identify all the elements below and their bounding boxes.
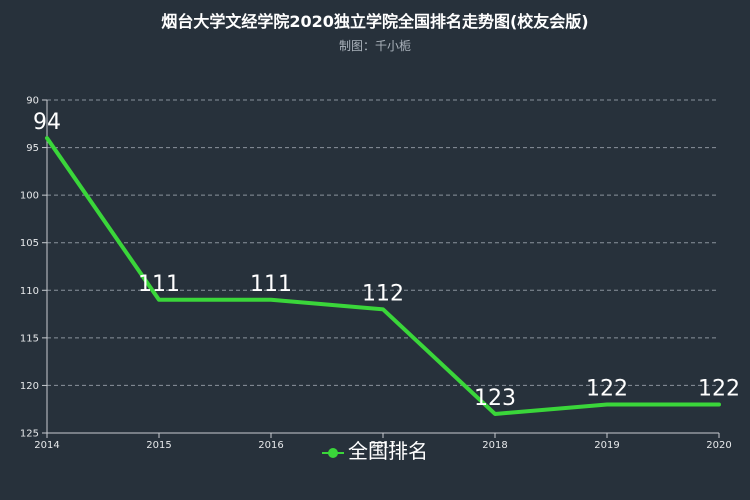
legend-label: 全国排名	[348, 439, 428, 463]
x-tick-label: 2018	[482, 440, 507, 451]
series-line-layer	[45, 136, 721, 416]
y-tick-label: 100	[20, 191, 39, 202]
legend[interactable]: 全国排名	[0, 438, 750, 464]
y-tick-label: 110	[20, 286, 39, 297]
x-tick-label: 2020	[706, 440, 731, 451]
legend-marker-icon	[322, 447, 344, 459]
y-tick-label: 120	[20, 381, 39, 392]
chart-title: 烟台大学文经学院2020独立学院全国排名走势图(校友会版)	[161, 12, 589, 31]
y-tick-label: 90	[26, 96, 39, 107]
data-label: 123	[474, 386, 516, 411]
x-tick-label: 2014	[34, 440, 59, 451]
x-tick-label: 2017	[370, 440, 395, 451]
chart-subtitle: 制图：千小栀	[338, 39, 411, 53]
y-tick-label: 95	[26, 143, 39, 154]
x-tick-label: 2015	[146, 440, 171, 451]
data-label: 111	[138, 272, 180, 297]
y-tick-label: 125	[20, 429, 39, 440]
x-tick-label: 2019	[594, 440, 619, 451]
data-label: 111	[250, 272, 292, 297]
data-label: 112	[362, 281, 404, 306]
data-label: 122	[586, 376, 628, 401]
data-label: 122	[698, 376, 740, 401]
y-tick-label: 105	[20, 238, 39, 249]
series-line	[45, 136, 721, 416]
data-label: 94	[33, 110, 61, 135]
grid-lines	[47, 99, 719, 386]
x-tick-label: 2016	[258, 440, 283, 451]
data-labels: 94 111 111 112 123 122 122	[33, 110, 740, 411]
y-tick-label: 115	[20, 333, 39, 344]
